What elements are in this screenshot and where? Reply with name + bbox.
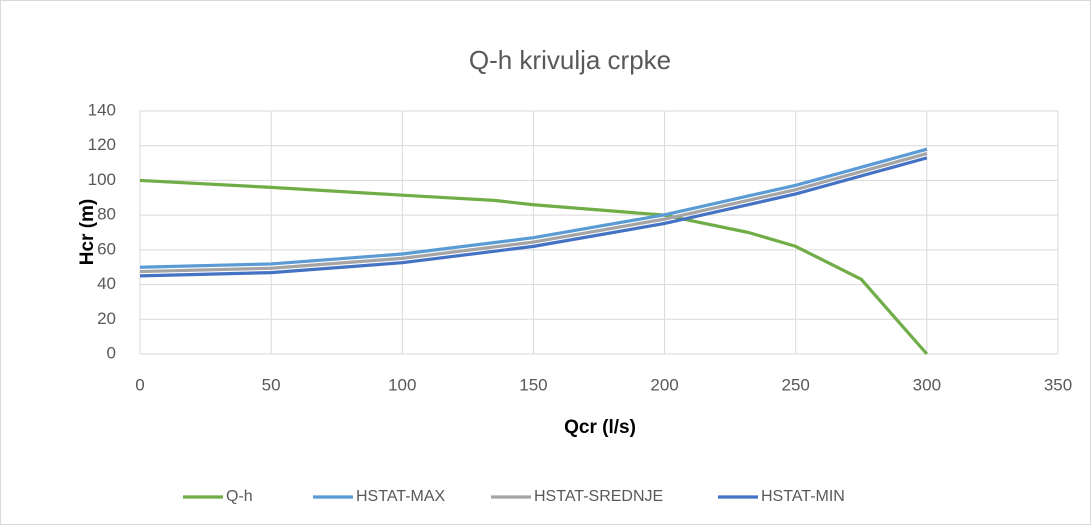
chart-title: Q-h krivulja crpke bbox=[469, 45, 671, 75]
x-tick-label: 150 bbox=[519, 375, 547, 394]
legend-label: Q-h bbox=[226, 488, 253, 505]
legend-label: HSTAT-MAX bbox=[356, 488, 446, 505]
x-tick-label: 50 bbox=[262, 375, 281, 394]
x-tick-label: 300 bbox=[913, 375, 941, 394]
y-tick-label: 100 bbox=[88, 170, 116, 189]
x-tick-label: 250 bbox=[782, 375, 810, 394]
y-tick-label: 40 bbox=[97, 274, 116, 293]
x-tick-label: 200 bbox=[650, 375, 678, 394]
y-tick-label: 140 bbox=[88, 100, 116, 119]
legend-label: HSTAT-SREDNJE bbox=[534, 488, 663, 505]
x-tick-label: 350 bbox=[1044, 375, 1072, 394]
series-line bbox=[139, 151, 928, 274]
series-line bbox=[139, 156, 928, 278]
y-tick-label: 60 bbox=[97, 239, 116, 258]
series-line bbox=[139, 147, 928, 269]
y-tick-label: 0 bbox=[107, 343, 116, 362]
y-tick-label: 80 bbox=[97, 205, 116, 224]
x-axis-label: Qcr (l/s) bbox=[564, 417, 636, 438]
y-tick-label: 120 bbox=[88, 135, 116, 154]
x-tick-label: 0 bbox=[135, 375, 144, 394]
x-tick-label: 100 bbox=[388, 375, 416, 394]
y-tick-label: 20 bbox=[97, 309, 116, 328]
y-axis-label: Hcr (m) bbox=[77, 199, 98, 266]
series-line bbox=[139, 178, 929, 356]
legend-label: HSTAT-MIN bbox=[761, 488, 845, 505]
